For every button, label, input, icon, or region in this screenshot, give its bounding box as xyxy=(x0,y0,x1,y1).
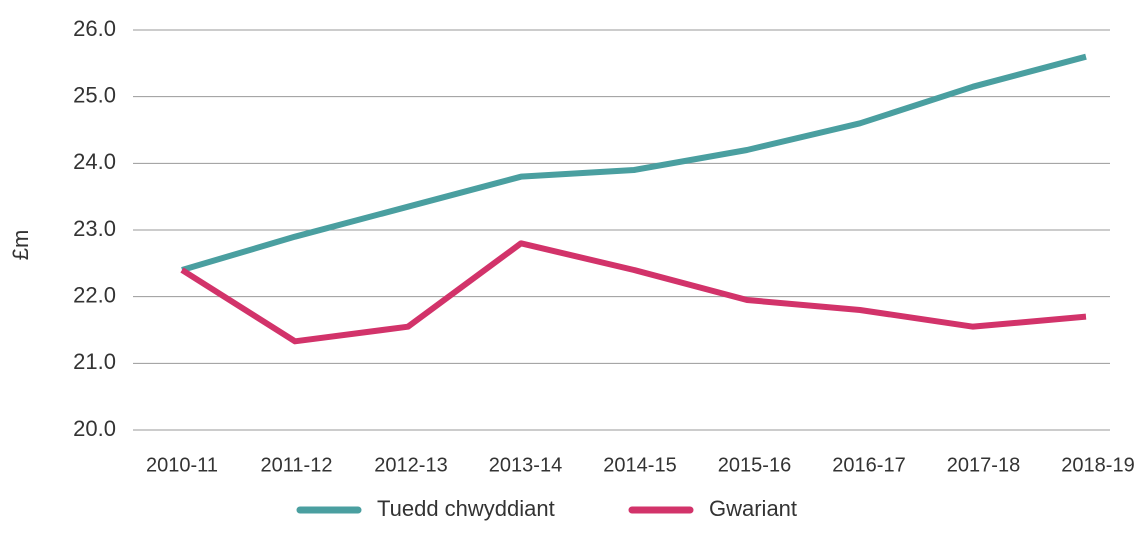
y-tick-label: 22.0 xyxy=(73,282,116,307)
x-tick-label: 2018-19 xyxy=(1061,454,1134,476)
x-tick-label: 2017-18 xyxy=(947,454,1020,476)
y-tick-label: 25.0 xyxy=(73,82,116,107)
y-tick-label: 21.0 xyxy=(73,349,116,374)
y-tick-label: 24.0 xyxy=(73,149,116,174)
series-line xyxy=(181,53,1087,273)
y-tick-label: 20.0 xyxy=(73,416,116,441)
x-tick-label: 2014-15 xyxy=(603,454,676,476)
x-tick-label: 2013-14 xyxy=(489,454,562,476)
x-tick-label: 2016-17 xyxy=(832,454,905,476)
x-tick-label: 2012-13 xyxy=(374,454,447,476)
x-tick-label: 2010-11 xyxy=(146,454,218,476)
x-tick-label: 2011-12 xyxy=(261,454,333,476)
y-tick-label: 23.0 xyxy=(73,216,116,241)
y-axis-label: £m xyxy=(8,230,33,261)
legend-label: Gwariant xyxy=(709,496,797,521)
series-line xyxy=(180,240,1087,345)
x-tick-label: 2015-16 xyxy=(718,454,791,476)
y-tick-label: 26.0 xyxy=(73,16,116,41)
legend-label: Tuedd chwyddiant xyxy=(377,496,555,521)
